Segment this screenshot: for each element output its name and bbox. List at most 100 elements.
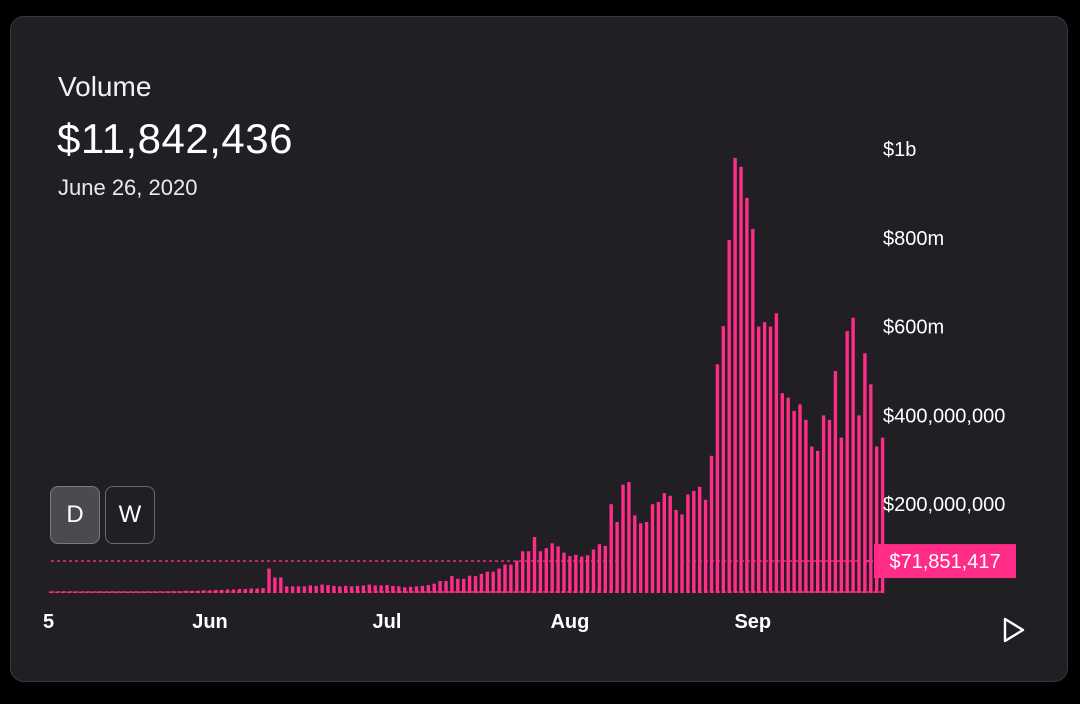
- bar: [721, 326, 725, 593]
- bar: [237, 589, 242, 593]
- bar: [403, 587, 407, 593]
- bar: [792, 410, 796, 593]
- bar: [544, 548, 548, 593]
- bar: [456, 578, 460, 593]
- bar: [326, 585, 330, 593]
- bar: [414, 586, 419, 593]
- play-icon[interactable]: [999, 615, 1029, 645]
- bar: [355, 585, 360, 593]
- bar: [692, 490, 696, 593]
- bar: [72, 591, 76, 593]
- bar: [662, 493, 666, 593]
- bar: [349, 586, 354, 593]
- bar: [757, 326, 761, 593]
- bar: [155, 591, 159, 593]
- bar: [709, 455, 714, 593]
- bar: [420, 585, 425, 593]
- bar: [786, 397, 790, 593]
- bar: [751, 228, 755, 594]
- bar: [674, 509, 678, 593]
- bar: [172, 591, 177, 593]
- bar: [302, 586, 307, 593]
- bar: [521, 551, 525, 593]
- bar: [609, 504, 613, 593]
- current-value-label: $71,851,417: [866, 544, 1016, 579]
- bar: [774, 313, 779, 593]
- timeframe-weekly-button[interactable]: W: [105, 486, 155, 544]
- bar: [745, 197, 749, 593]
- bar: [90, 591, 94, 593]
- bar: [438, 581, 442, 593]
- bar: [84, 591, 88, 593]
- bar: [332, 585, 336, 593]
- bar: [161, 591, 165, 593]
- bar: [698, 486, 702, 593]
- y-tick-label: $800m: [883, 228, 944, 250]
- bar: [556, 546, 560, 593]
- bar: [550, 543, 554, 593]
- bar: [184, 590, 189, 593]
- bar: [798, 404, 802, 593]
- bar: [727, 240, 731, 593]
- bar: [479, 573, 484, 593]
- bar: [568, 556, 572, 593]
- x-tick-label: Aug: [550, 611, 589, 633]
- bar: [267, 568, 271, 593]
- bar: [338, 586, 342, 593]
- bar: [532, 537, 537, 593]
- bar: [361, 585, 366, 593]
- bar: [762, 322, 767, 593]
- bar: [526, 551, 531, 593]
- bar: [308, 585, 312, 593]
- bar: [78, 591, 82, 593]
- bar: [833, 371, 838, 593]
- bar: [66, 591, 71, 593]
- bar: [255, 588, 259, 593]
- bar: [804, 419, 808, 593]
- bar: [845, 331, 849, 593]
- bar: [391, 585, 395, 593]
- x-tick-label: Jul: [373, 611, 402, 633]
- bar: [491, 571, 495, 593]
- bar: [462, 578, 466, 593]
- bar: [178, 591, 183, 593]
- bar: [509, 564, 513, 593]
- bar: [580, 556, 584, 593]
- y-tick-label: $1b: [883, 139, 916, 161]
- bars: [49, 157, 885, 594]
- bar: [574, 554, 578, 593]
- bar: [644, 521, 649, 593]
- metric-label: Volume: [58, 71, 152, 102]
- bar: [680, 514, 684, 593]
- metric-value: $11,842,436: [57, 115, 293, 162]
- y-tick-label: $600m: [883, 317, 944, 339]
- bar: [119, 591, 124, 593]
- bar: [591, 549, 596, 593]
- bar: [102, 591, 106, 593]
- bar: [497, 568, 501, 593]
- bar: [54, 591, 59, 593]
- bar: [686, 494, 690, 593]
- bar: [650, 504, 655, 593]
- bar: [715, 364, 720, 593]
- bar: [379, 585, 383, 593]
- y-tick-label: $200,000,000: [883, 494, 1005, 516]
- y-tick-label: $400,000,000: [883, 405, 1005, 427]
- bar: [668, 495, 672, 593]
- volume-bar-chart[interactable]: $71,851,417 $1b $800m $600m $400,000,000 $200…: [11, 17, 1068, 682]
- bar: [314, 585, 318, 593]
- timeframe-daily-button[interactable]: D: [50, 486, 100, 544]
- bar: [869, 384, 873, 593]
- bar: [538, 551, 543, 593]
- bar: [633, 515, 637, 593]
- bar: [473, 576, 478, 593]
- bar: [344, 585, 348, 593]
- bar: [190, 590, 194, 593]
- bar: [810, 446, 814, 593]
- bar: [450, 576, 454, 593]
- bar: [615, 521, 619, 593]
- bar: [143, 591, 147, 593]
- bar: [108, 591, 112, 593]
- bar: [863, 353, 867, 593]
- bar: [585, 555, 590, 593]
